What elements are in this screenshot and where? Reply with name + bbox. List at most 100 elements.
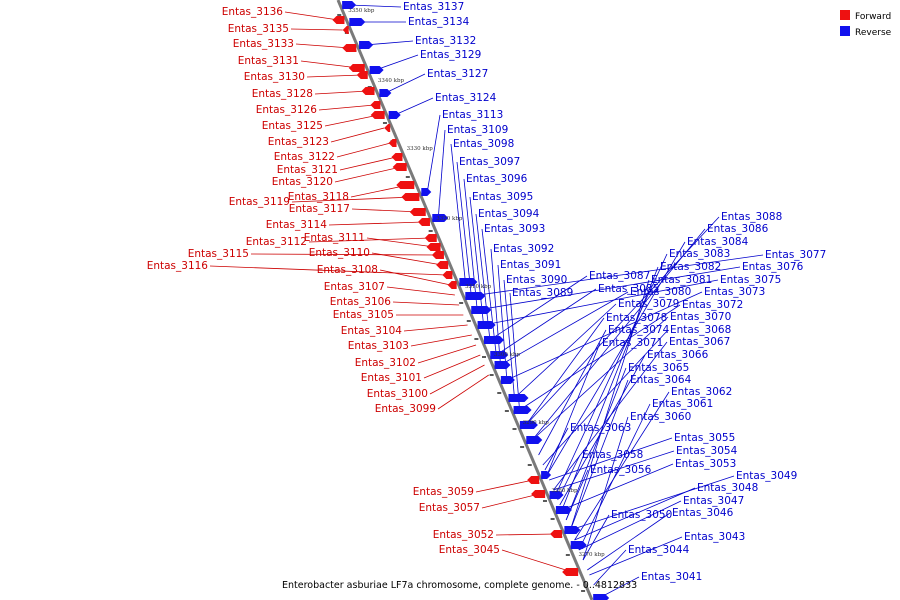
reverse-leader — [559, 354, 646, 506]
forward-leader — [371, 252, 443, 266]
reverse-gene-label: Entas_3083 — [669, 248, 730, 260]
reverse-gene-label: Entas_3071 — [602, 337, 663, 349]
kbp-tick-label: 3330 kbp — [407, 146, 434, 152]
kbp-tick-label: 3280 kbp — [551, 488, 578, 494]
forward-gene-label: Entas_3115 — [188, 248, 249, 260]
forward-gene — [426, 243, 441, 251]
forward-leader — [284, 11, 339, 21]
forward-gene-label: Entas_3120 — [272, 176, 333, 188]
reverse-gene — [349, 18, 366, 26]
forward-gene-label: Entas_3057 — [419, 502, 480, 514]
forward-gene-label: Entas_3128 — [252, 88, 313, 100]
reverse-gene-label: Entas_3063 — [570, 422, 631, 434]
kbp-ticks: 3350 kbp 3340 kbp 3330 kbp 3320 kbp 3310 kbp… — [348, 8, 605, 558]
forward-gene-label: Entas_3118 — [288, 191, 349, 203]
reverse-leader — [553, 450, 675, 491]
reverse-gene-label: Entas_3091 — [500, 259, 561, 271]
forward-leader — [339, 156, 397, 171]
reverse-leader — [578, 403, 651, 551]
reverse-gene-label: Entas_3094 — [478, 208, 540, 220]
reverse-gene-label: Entas_3068 — [670, 324, 731, 336]
reverse-leader — [375, 54, 419, 71]
reverse-gene — [359, 41, 374, 49]
reverse-gene — [526, 436, 543, 444]
reverse-leader — [555, 253, 668, 496]
reverse-gene-label: Entas_3137 — [403, 1, 464, 13]
reverse-leader — [578, 500, 682, 551]
reverse-leader — [598, 576, 640, 599]
reverse-leader — [497, 264, 508, 381]
forward-gene — [342, 26, 349, 34]
forward-leader — [314, 90, 369, 95]
forward-gene-label: Entas_3045 — [439, 544, 500, 556]
forward-gene — [424, 234, 437, 242]
forward-leader — [386, 286, 455, 296]
reverse-leader — [463, 178, 478, 311]
reverse-gene-label: Entas_3048 — [697, 482, 758, 494]
reverse-gene-label: Entas_3072 — [682, 299, 743, 311]
forward-leader — [318, 104, 375, 111]
forward-leader — [403, 324, 468, 332]
reverse-leader — [506, 291, 703, 381]
kbp-tick-label: 3300 kbp — [494, 352, 521, 358]
reverse-gene-label: Entas_3075 — [720, 274, 781, 286]
reverse-gene-label: Entas_3070 — [670, 311, 731, 323]
forward-leader — [423, 354, 481, 379]
reverse-gene — [490, 351, 509, 359]
reverse-gene-label: Entas_3054 — [676, 445, 738, 457]
reverse-gene — [471, 306, 492, 314]
reverse-gene — [549, 491, 564, 499]
reverse-leader — [549, 437, 673, 481]
reverse-gene-label: Entas_3127 — [427, 68, 488, 80]
reverse-gene-label: Entas_3096 — [466, 173, 528, 185]
forward-gene-label: Entas_3133 — [233, 38, 294, 50]
forward-gene — [388, 139, 397, 147]
forward-leader — [481, 493, 540, 509]
reverse-gene — [541, 471, 552, 479]
forward-leader — [330, 127, 385, 143]
reverse-leader — [593, 549, 627, 586]
reverse-leader — [500, 291, 629, 366]
reverse-leader — [531, 316, 669, 441]
reverse-gene-label: Entas_3049 — [736, 470, 797, 482]
reverse-leader — [469, 196, 484, 326]
forward-leader — [475, 479, 534, 493]
forward-gene — [531, 490, 546, 498]
reverse-leader — [437, 129, 446, 219]
reverse-gene-label: Entas_3046 — [672, 507, 734, 519]
reverse-gene — [379, 89, 392, 97]
reverse-gene-label: Entas_3074 — [608, 324, 670, 336]
forward-leader — [366, 237, 435, 248]
forward-gene-label: Entas_3099 — [375, 403, 436, 415]
reverse-gene — [519, 421, 538, 429]
forward-gene-label: Entas_3105 — [333, 309, 394, 321]
reverse-gene-label: Entas_3097 — [459, 156, 520, 168]
forward-leader — [429, 364, 485, 395]
forward-gene-label: Entas_3117 — [289, 203, 350, 215]
forward-gene — [396, 181, 415, 189]
kbp-tick-label: 3320 kbp — [436, 216, 463, 222]
reverse-gene — [483, 336, 504, 344]
axis-line — [336, 0, 594, 600]
reverse-gene — [369, 66, 384, 74]
forward-leader — [379, 269, 451, 286]
forward-gene-label: Entas_3052 — [433, 529, 494, 541]
reverse-gene-label: Entas_3056 — [590, 464, 652, 476]
forward-leader — [209, 265, 447, 276]
reverse-leader — [514, 303, 617, 399]
forward-gene — [332, 16, 345, 24]
forward-gene — [442, 271, 453, 279]
forward-gene — [562, 568, 579, 576]
forward-gene-label: Entas_3122 — [274, 151, 335, 163]
forward-leader — [308, 237, 431, 243]
forward-gene — [436, 261, 449, 269]
forward-gene — [550, 530, 563, 538]
forward-leader — [351, 208, 420, 213]
reverse-gene-label: Entas_3066 — [647, 349, 709, 361]
reverse-gene — [388, 111, 401, 119]
reverse-gene-label: Entas_3093 — [484, 223, 545, 235]
legend-forward-label: Forward — [855, 12, 891, 22]
reverse-gene-label: Entas_3041 — [641, 571, 702, 583]
reverse-gene-label: Entas_3109 — [447, 124, 508, 136]
